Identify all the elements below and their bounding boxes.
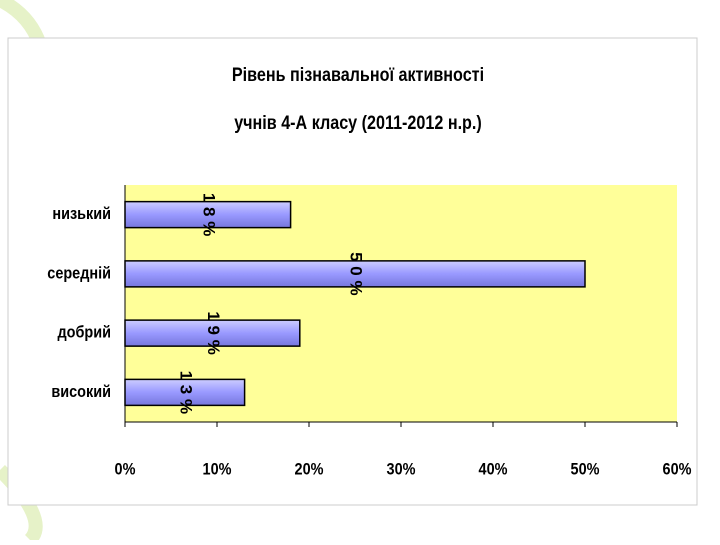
x-tick-label: 10% — [203, 460, 232, 478]
x-tick-label: 30% — [387, 460, 416, 478]
x-tick-label: 40% — [479, 460, 508, 478]
y-tick-label: добрий — [58, 324, 111, 342]
y-tick-label: низький — [52, 205, 111, 223]
y-tick-label: високий — [51, 383, 111, 401]
data-label: 1 8 % — [199, 193, 218, 236]
bar — [124, 260, 586, 288]
y-tick-label: середній — [47, 264, 111, 282]
x-tick-label: 0% — [115, 460, 136, 478]
data-label: 5 0 % — [347, 252, 366, 295]
bar — [124, 378, 246, 407]
x-tick-label: 20% — [295, 460, 324, 478]
data-label: 1 9 % — [204, 311, 223, 354]
bar — [124, 319, 301, 347]
x-tick-label: 50% — [571, 460, 600, 478]
x-tick-label: 60% — [663, 460, 692, 478]
chart-title: учнів 4-А класу (2011-2012 н.р.) — [234, 112, 482, 134]
data-label: 1 3 % — [176, 371, 195, 414]
chart-title: Рівень пізнавальної активності — [232, 64, 484, 86]
bar — [124, 200, 292, 229]
